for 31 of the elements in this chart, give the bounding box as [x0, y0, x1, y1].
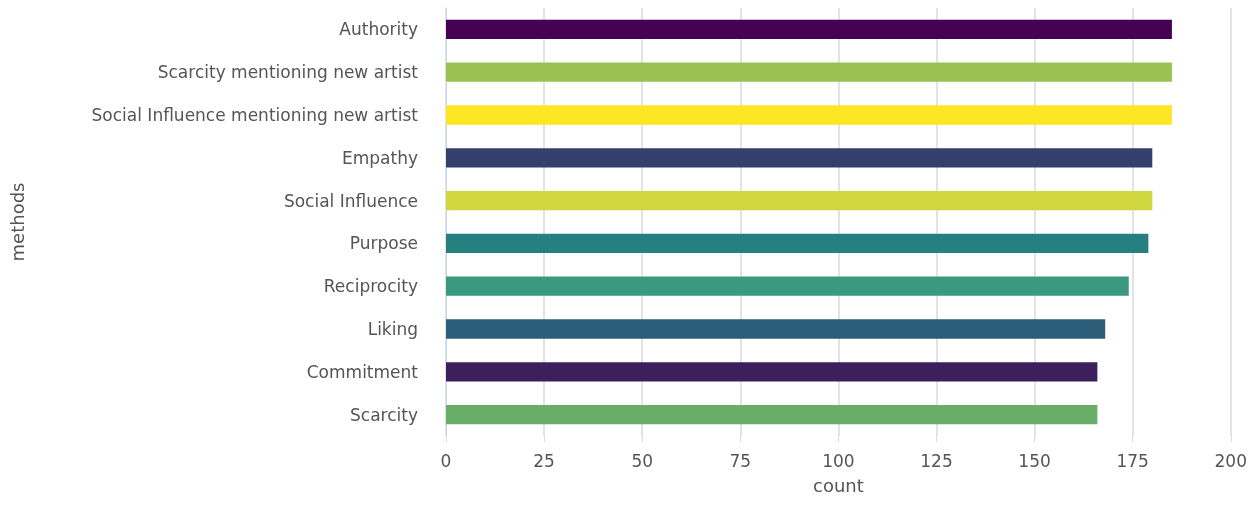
x-axis-title: count — [812, 474, 864, 496]
y-tick-label: Social Influence mentioning new artist — [91, 105, 419, 125]
y-tick-label: Reciprocity — [323, 276, 418, 297]
bar — [446, 404, 1098, 425]
x-tick-label: 75 — [729, 450, 752, 471]
y-tick-label: Liking — [367, 319, 418, 339]
y-tick-label: Commitment — [306, 361, 419, 382]
bar — [446, 105, 1172, 125]
bar — [446, 148, 1153, 168]
y-tick-label: Scarcity — [350, 404, 418, 425]
x-tick-label: 0 — [440, 450, 452, 471]
x-tick-label: 200 — [1214, 450, 1247, 471]
y-axis-title: methods — [6, 182, 28, 262]
bar — [446, 319, 1106, 339]
y-tick-label: Empathy — [341, 147, 418, 168]
x-tick-label: 150 — [1018, 450, 1051, 471]
y-tick-label: Scarcity mentioning new artist — [157, 62, 419, 83]
x-tick-label: 125 — [920, 450, 953, 471]
y-tick-label: Authority — [339, 19, 418, 40]
bar — [446, 19, 1172, 40]
bar — [446, 62, 1172, 82]
y-tick-label: Purpose — [349, 233, 418, 254]
x-tick-label: 100 — [822, 450, 855, 471]
bar — [446, 276, 1129, 296]
x-tick-label: 175 — [1116, 450, 1149, 471]
bar — [446, 190, 1153, 211]
y-tick-label: Social Influence — [283, 190, 418, 211]
bar — [446, 233, 1149, 254]
x-tick-label: 50 — [631, 450, 654, 471]
x-tick-label: 25 — [533, 450, 555, 471]
bar — [446, 362, 1098, 382]
